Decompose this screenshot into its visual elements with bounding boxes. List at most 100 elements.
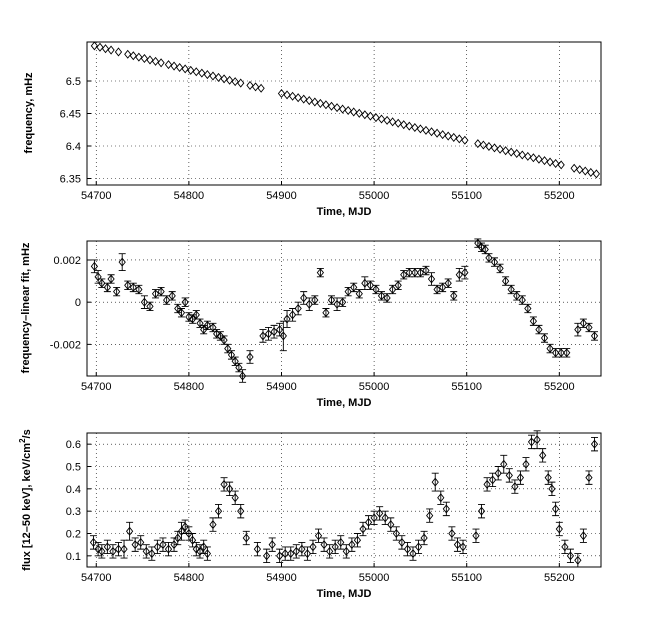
- residual-data-point: [477, 242, 486, 252]
- frequency-data-point: [101, 44, 110, 54]
- flux-data-point: [314, 531, 323, 541]
- residual-data-point: [135, 284, 143, 295]
- frequency-data-point: [322, 100, 330, 110]
- residual-data-point: [552, 348, 560, 358]
- residual-data-point: [400, 270, 408, 280]
- flux-data-point: [153, 542, 162, 552]
- frequency-data-point: [170, 61, 178, 71]
- flux-data-point: [403, 544, 412, 554]
- frequency-data-point: [338, 104, 347, 114]
- flux-data-point: [472, 531, 480, 541]
- frequency-data-point: [333, 103, 341, 113]
- flux-data-point: [209, 520, 217, 530]
- residual-data-point: [238, 371, 247, 381]
- frequency-y-axis-label: frequency, mHz: [23, 72, 35, 154]
- residual-data-point: [518, 295, 526, 305]
- frequency-x-ticks: 54700 54800 54900 55000 55100 55200: [81, 181, 575, 202]
- frequency-data-point: [461, 135, 469, 145]
- frequency-data-point: [576, 165, 584, 175]
- residual-data-point: [181, 297, 189, 307]
- residual-data-point: [227, 350, 236, 360]
- residual-grid: [87, 241, 601, 376]
- frequency-data-point: [140, 53, 149, 64]
- flux-data-point: [348, 540, 356, 550]
- flux-data-point: [459, 542, 467, 552]
- frequency-data-point: [96, 42, 104, 52]
- frequency-data-point: [389, 117, 397, 127]
- frequency-data-point: [277, 88, 286, 99]
- frequency-data-point: [327, 101, 336, 111]
- residual-data-point: [439, 282, 447, 292]
- frequency-data-point: [226, 75, 234, 85]
- frequency-y-tick-label: 6.35: [60, 174, 81, 186]
- frequency-grid: [87, 42, 601, 185]
- flux-data-point: [237, 506, 245, 516]
- flux-y-tick-label: 0.4: [66, 484, 81, 496]
- flux-data-point: [511, 482, 519, 492]
- frequency-markers: [90, 41, 600, 179]
- frequency-data-point: [355, 108, 363, 118]
- residual-data-point: [235, 363, 243, 373]
- flux-y-tick-label: 0.2: [66, 529, 81, 541]
- frequency-y-tick-label: 6.45: [60, 109, 81, 121]
- residual-data-point: [546, 344, 554, 354]
- flux-data-point: [477, 506, 486, 516]
- flux-data-point: [426, 511, 434, 521]
- residual-data-point: [574, 325, 582, 335]
- residual-data-point: [90, 261, 99, 271]
- flux-data-point: [453, 540, 462, 550]
- residual-data-point: [485, 253, 493, 263]
- flux-y-tick-label: 0.6: [66, 439, 81, 451]
- frequency-x-axis-label: Time, MJD: [317, 206, 372, 218]
- frequency-data-point: [507, 147, 515, 157]
- residual-y-ticks: 0.002 0 -0.002: [50, 255, 91, 351]
- flux-x-tick-label: 55100: [451, 572, 482, 584]
- flux-data-point: [326, 546, 334, 556]
- residual-data-point: [118, 257, 126, 267]
- residual-data-point: [188, 314, 197, 324]
- residual-data-point: [490, 257, 499, 267]
- flux-data-point: [196, 546, 204, 556]
- residual-data-point: [129, 282, 137, 292]
- flux-data-point: [533, 435, 541, 445]
- flux-data-point: [89, 537, 98, 547]
- flux-data-point: [203, 549, 212, 559]
- frequency-data-point: [311, 97, 319, 107]
- residual-data-point: [192, 310, 200, 320]
- flux-data-point: [170, 540, 178, 550]
- flux-data-point: [309, 542, 317, 552]
- flux-data-point: [398, 537, 406, 547]
- residual-data-point: [103, 282, 111, 292]
- flux-data-point: [177, 526, 186, 536]
- residual-x-tick-label: 54900: [266, 381, 297, 393]
- residual-data-point: [535, 325, 543, 335]
- residual-data-point: [196, 318, 204, 328]
- residual-data-point: [98, 278, 106, 288]
- flux-data-point: [114, 544, 123, 554]
- frequency-x-tick-label: 55100: [451, 190, 482, 202]
- flux-data-point: [590, 439, 599, 449]
- residual-data-point: [366, 280, 375, 290]
- residual-data-point: [203, 320, 212, 330]
- residual-data-point: [389, 284, 397, 295]
- frequency-data-point: [246, 80, 254, 90]
- flux-data-point: [522, 459, 530, 469]
- frequency-data-point: [439, 130, 447, 140]
- residual-data-point: [146, 301, 154, 311]
- residual-data-point: [220, 335, 228, 345]
- flux-y-axis-label-superscript: 2: [18, 438, 27, 443]
- flux-data-point: [552, 504, 560, 514]
- flux-data-point: [188, 535, 197, 545]
- frequency-data-point: [422, 125, 430, 135]
- flux-data-point: [331, 542, 339, 552]
- frequency-data-point: [546, 157, 554, 167]
- flux-data-point: [109, 546, 117, 556]
- residual-data-point: [185, 312, 193, 322]
- residual-data-point: [322, 308, 330, 318]
- residual-data-point: [140, 297, 149, 307]
- residual-data-point: [529, 316, 538, 326]
- frequency-data-point: [283, 90, 291, 100]
- frequency-data-point: [405, 121, 413, 131]
- flux-grid: [87, 433, 601, 567]
